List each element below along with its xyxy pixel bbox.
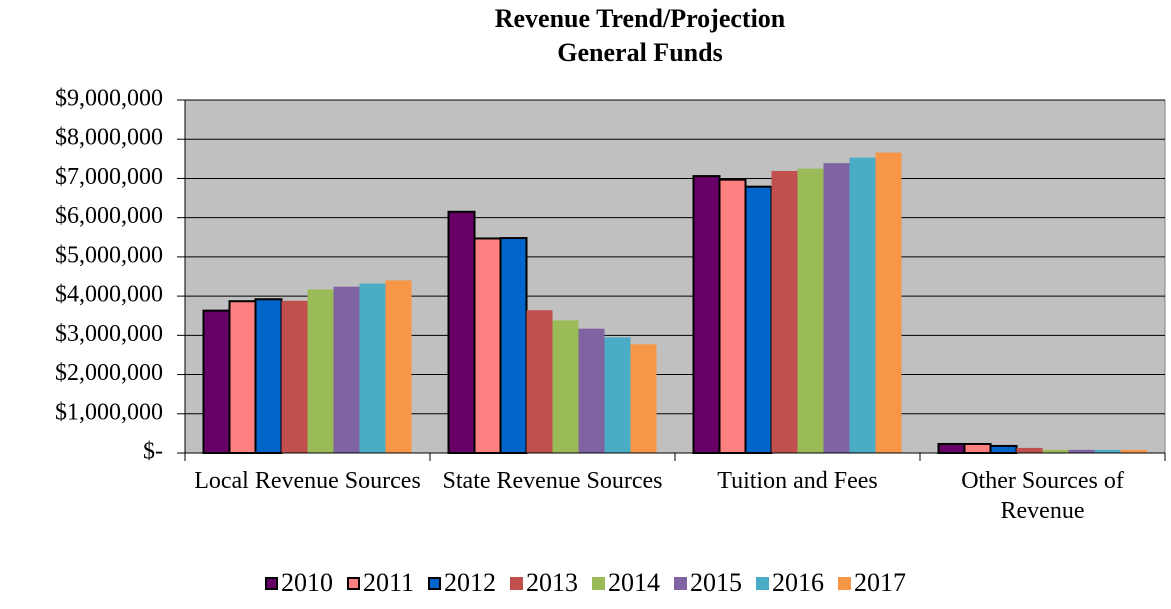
legend-item: 2014 (592, 568, 660, 598)
legend-item: 2013 (510, 568, 578, 598)
legend-item: 2010 (264, 568, 333, 598)
bar (228, 300, 257, 454)
y-tick-label: $- (143, 439, 163, 465)
bar (797, 168, 824, 453)
bar (552, 320, 579, 453)
x-tick-label: State Revenue Sources (442, 468, 663, 494)
y-tick-label: $9,000,000 (55, 86, 163, 112)
bar (875, 152, 902, 453)
y-tick-label: $1,000,000 (55, 399, 163, 425)
bar (1042, 449, 1069, 453)
bar (630, 344, 657, 453)
bar (718, 178, 747, 454)
legend-item: 2012 (428, 568, 496, 598)
bar (849, 157, 876, 453)
bar (744, 185, 773, 454)
bar (1016, 447, 1043, 453)
bar (771, 170, 798, 453)
x-tick-label: Other Sources of Revenue (961, 468, 1124, 524)
legend-swatch (346, 576, 360, 590)
bar (333, 286, 360, 453)
y-tick-label: $3,000,000 (55, 321, 163, 347)
legend-label: 2011 (362, 568, 415, 597)
bar (937, 442, 966, 454)
bar (1120, 449, 1147, 453)
bar (385, 280, 412, 453)
legend-swatch (592, 576, 606, 590)
bar (989, 444, 1018, 455)
legend-item: 2016 (756, 568, 824, 598)
legend-swatch (510, 576, 524, 590)
bar (281, 300, 308, 453)
chart-title: Revenue Trend/Projection (494, 4, 786, 33)
bar (604, 337, 631, 453)
bar (578, 328, 605, 453)
y-tick-label: $7,000,000 (55, 164, 163, 190)
y-tick-label: $5,000,000 (55, 242, 163, 268)
bar (823, 163, 850, 454)
y-tick-label: $8,000,000 (55, 125, 163, 151)
bar (963, 442, 992, 454)
bar (499, 237, 528, 454)
legend-label: 2014 (608, 568, 661, 597)
bar (1068, 449, 1095, 453)
bar (359, 283, 386, 453)
bar (473, 237, 502, 454)
y-tick-label: $4,000,000 (55, 282, 163, 308)
bar (526, 310, 553, 453)
legend-item: 2017 (838, 568, 906, 598)
legend-label: 2016 (772, 568, 825, 597)
x-tick-label: Tuition and Fees (717, 468, 878, 494)
legend-label: 2012 (444, 568, 497, 597)
legend-swatch (674, 576, 688, 590)
bar (447, 210, 476, 454)
bar (692, 175, 721, 454)
legend: 2010 2011 2012 2013 2014 2015 2016 2017 (0, 568, 1171, 598)
bar (307, 289, 334, 453)
legend-swatch (838, 576, 852, 590)
legend-item: 2015 (674, 568, 742, 598)
legend-label: 2013 (526, 568, 579, 597)
legend-swatch (756, 576, 770, 590)
bar (1094, 449, 1121, 453)
legend-label: 2017 (854, 568, 907, 597)
legend-item: 2011 (346, 568, 415, 598)
y-tick-label: $2,000,000 (55, 360, 163, 386)
legend-label: 2010 (280, 568, 333, 597)
legend-swatch (428, 576, 442, 590)
x-tick-label: Local Revenue Sources (194, 468, 421, 494)
chart-subtitle: General Funds (557, 38, 723, 67)
legend-label: 2015 (690, 568, 743, 597)
y-tick-label: $6,000,000 (55, 203, 163, 229)
bar (254, 298, 283, 455)
bar (202, 309, 231, 454)
legend-swatch (264, 576, 278, 590)
